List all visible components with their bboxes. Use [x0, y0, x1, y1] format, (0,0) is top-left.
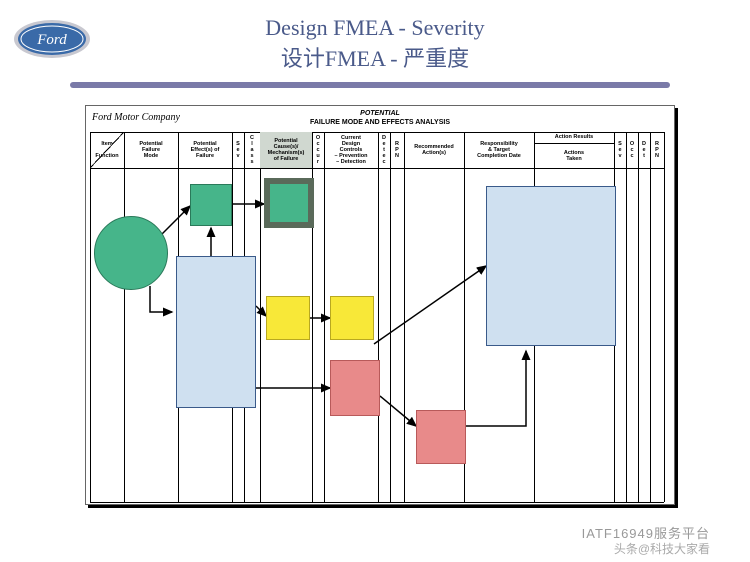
column-header: R P N — [650, 132, 664, 168]
shape-blue_big2 — [486, 186, 616, 346]
column-header: S e v — [232, 132, 244, 168]
shape-blue_big — [176, 256, 256, 408]
column-header: O c c — [626, 132, 638, 168]
shape-green_hl — [264, 178, 314, 228]
form-title-1: POTENTIAL — [86, 110, 674, 117]
column-header: C l a s s — [244, 132, 260, 168]
column-header: O c c u r — [312, 132, 324, 168]
form-title-2: FAILURE MODE AND EFFECTS ANALYSIS — [86, 119, 674, 126]
column-header: Action Results — [534, 132, 614, 144]
title-underline — [70, 82, 670, 88]
column-header: Potential Effect(s) of Failure — [178, 132, 232, 168]
column-header: Potential Failure Mode — [124, 132, 178, 168]
title-chinese: 设计FMEA - 严重度 — [0, 41, 750, 73]
column-header: Recommended Action(s) — [404, 132, 464, 168]
column-header: R P N — [390, 132, 404, 168]
title-english: Design FMEA - Severity — [0, 15, 750, 41]
shape-red2 — [416, 410, 466, 464]
column-header: D e t e c — [378, 132, 390, 168]
column-header-actions-taken: Actions Taken — [534, 144, 614, 168]
column-header: D e t — [638, 132, 650, 168]
shape-green_sm — [190, 184, 232, 226]
shape-yellow1 — [266, 296, 310, 340]
fmea-form-frame: Ford Motor Company POTENTIAL FAILURE MOD… — [85, 105, 675, 505]
slide-title: Design FMEA - Severity 设计FMEA - 严重度 — [0, 15, 750, 73]
shape-yellow2 — [330, 296, 374, 340]
shape-red1 — [330, 360, 380, 416]
column-header: Current Design Controls – Prevention – D… — [324, 132, 378, 168]
column-header: S e v — [614, 132, 626, 168]
column-header: Responsibility & Target Completion Date — [464, 132, 534, 168]
watermark-2: 头条@科技大家看 — [614, 540, 710, 557]
shape-circle — [94, 216, 168, 290]
column-header: Potential Cause(s)/ Mechanism(s) of Fail… — [260, 132, 312, 168]
